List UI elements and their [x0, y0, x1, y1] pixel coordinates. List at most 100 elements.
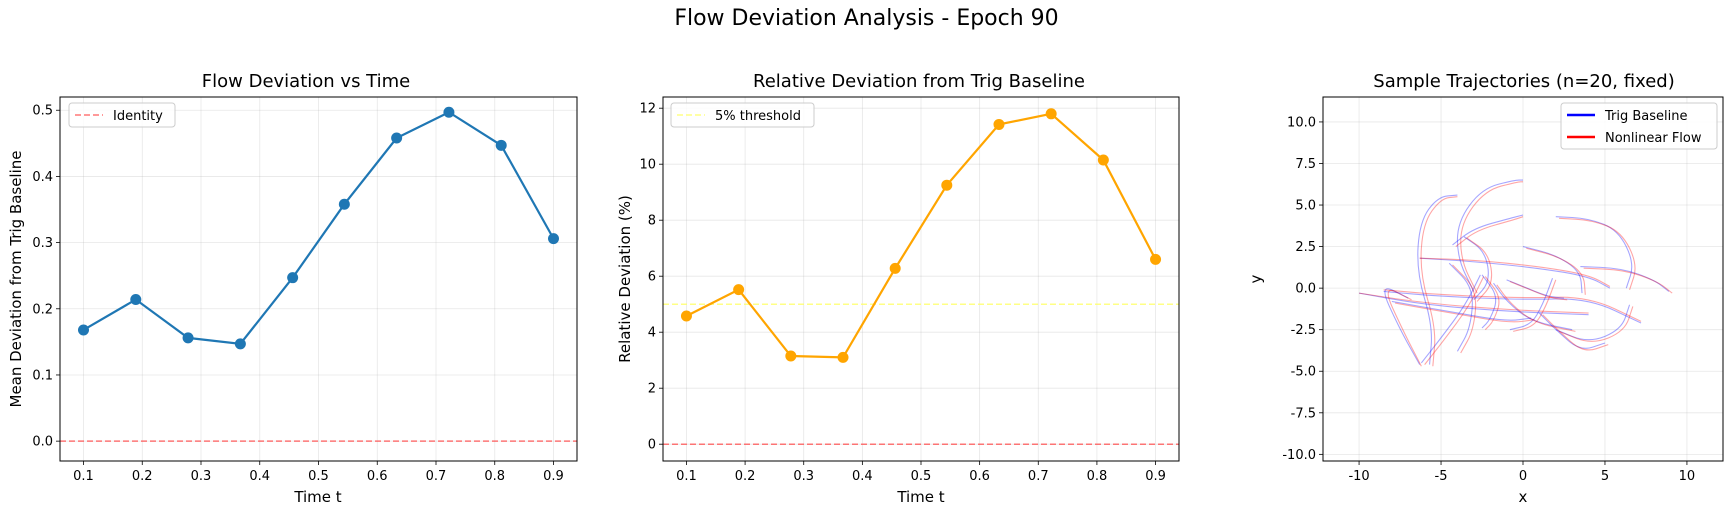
panel-2-data-point-3: [837, 351, 849, 363]
panel-1-ytick-label-4: 0.4: [32, 170, 53, 185]
panel-1-axes-frame: [59, 96, 578, 462]
panel-1-data-point-9: [548, 233, 559, 245]
trajectory-13-trig: [1522, 246, 1583, 294]
panel-1-grid: [60, 97, 577, 461]
panel-2-legend-threshold-label: 5% threshold: [715, 109, 801, 124]
panel-1-legend-box: [68, 102, 176, 128]
trajectory-8-trig: [1463, 236, 1489, 301]
trajectory-6-flow: [1460, 181, 1523, 294]
panel-3-legend: Trig Baseline Nonlinear Flow: [1560, 102, 1718, 150]
panel-2-data-point-5: [941, 179, 953, 191]
panel-2-xlabel: Time t: [896, 488, 944, 506]
trajectory-4-flow: [1424, 276, 1485, 365]
trajectory-10-flow: [1484, 276, 1500, 331]
panel-1-data-point-3: [234, 338, 246, 350]
panel-2-data-point-9: [1150, 253, 1162, 265]
trajectory-2-flow: [1383, 289, 1642, 322]
trajectory-11-flow: [1509, 280, 1568, 301]
panel-1-xtick-label-3: 0.4: [249, 469, 270, 484]
panel-1-data-point-1: [130, 294, 142, 306]
panel-1-xtick-label-5: 0.6: [367, 469, 388, 484]
trajectory-18-trig: [1580, 265, 1670, 292]
panel-1-xtick-label-1: 0.2: [132, 469, 153, 484]
panel-2-data-point-7: [1045, 108, 1057, 120]
panel-3-trajectories: [1358, 179, 1673, 367]
panel-1-ytick-label-0: 0.0: [32, 435, 53, 450]
panel-3-ytick-label-1: -7.5: [1291, 406, 1316, 421]
panel-2-xtick-label-8: 0.9: [1145, 469, 1166, 484]
trajectory-12-flow: [1496, 284, 1576, 332]
trajectory-16-flow: [1558, 306, 1634, 342]
panel-2-ytick-label-1: 2: [648, 382, 656, 397]
trajectory-8-flow: [1466, 237, 1493, 302]
chart-panel-2: Relative Deviation from Trig Baseline 0.…: [616, 71, 1180, 506]
panel-1-data-point-8: [495, 139, 507, 151]
trajectory-5-flow: [1420, 196, 1458, 367]
trajectory-2-trig: [1383, 290, 1642, 324]
trajectory-9-flow: [1452, 264, 1477, 354]
panel-1-data-point-6: [391, 132, 403, 144]
panel-2-ytick-label-2: 4: [648, 326, 656, 341]
panel-3-ticks: -10 -5 0 5 10 -10.0 -7.5 -5.0 -2.5 0.0 2.5 5.0 7.5 10…: [1282, 115, 1695, 484]
trajectory-5-trig: [1417, 194, 1458, 365]
panel-2-xtick-label-7: 0.8: [1087, 469, 1108, 484]
panel-3-ytick-label-6: 5.0: [1295, 199, 1316, 214]
panel-2-xtick-label-3: 0.4: [852, 469, 873, 484]
panel-1-xtick-label-6: 0.7: [426, 469, 447, 484]
panel-2-ylabel: Relative Deviation (%): [616, 195, 634, 363]
panel-2-xtick-label-5: 0.6: [969, 469, 990, 484]
trajectory-0-trig: [1358, 292, 1589, 316]
panel-2-title: Relative Deviation from Trig Baseline: [753, 71, 1085, 92]
panel-2-ytick-label-5: 10: [639, 158, 656, 173]
trajectory-15-trig: [1555, 216, 1633, 289]
panel-2-ticks: 0.1 0.2 0.3 0.4 0.5 0.6 0.7 0.8 0.9 0 2 4 6 8 10 12: [639, 102, 1165, 484]
panel-3-xlabel: x: [1519, 488, 1528, 506]
panel-2-data-point-2: [785, 350, 797, 362]
panel-2-ytick-label-6: 12: [639, 102, 656, 117]
panel-2-series: [680, 108, 1162, 363]
panel-1-xtick-label-0: 0.1: [73, 469, 94, 484]
trajectory-10-trig: [1481, 274, 1497, 329]
panel-3-title: Sample Trajectories (n=20, fixed): [1373, 71, 1674, 92]
panel-2-legend-box: [670, 102, 815, 128]
panel-2-data-point-0: [680, 310, 692, 322]
trajectory-1-trig: [1419, 257, 1611, 289]
panel-3-ylabel: y: [1247, 274, 1265, 283]
trajectory-7-trig: [1452, 214, 1524, 246]
panel-3-ytick-label-4: 0.0: [1295, 282, 1316, 297]
panel-3-ytick-label-8: 10.0: [1287, 115, 1316, 130]
panel-2-data-point-6: [993, 118, 1005, 130]
panel-1-legend: Identity: [68, 102, 176, 128]
trajectory-19-flow: [1395, 302, 1535, 323]
panel-1-title: Flow Deviation vs Time: [202, 71, 410, 92]
panel-1-ytick-label-1: 0.1: [32, 368, 53, 383]
panel-1-series: [78, 106, 559, 350]
panel-3-legend-box: [1560, 102, 1718, 150]
panel-1-xlabel: Time t: [293, 488, 341, 506]
panel-3-xtick-label-4: 10: [1679, 469, 1696, 484]
panel-1-xtick-label-7: 0.8: [484, 469, 505, 484]
panel-1-data-point-7: [443, 106, 455, 118]
panel-3-xtick-label-1: -5: [1435, 469, 1448, 484]
panel-1-series-line-0: [82, 110, 555, 346]
panel-1-ticks: 0.1 0.2 0.3 0.4 0.5 0.6 0.7 0.8 0.9 0.0 0.1 0.2 0.3 0…: [32, 104, 564, 484]
panel-2-legend: 5% threshold: [670, 102, 815, 128]
panel-1-xtick-label-2: 0.3: [191, 469, 212, 484]
panel-1-legend-identity-label: Identity: [113, 109, 163, 124]
panel-3-ytick-label-2: -5.0: [1291, 365, 1316, 380]
panel-2-ytick-label-0: 0: [648, 438, 656, 453]
trajectory-18-flow: [1583, 267, 1673, 294]
panel-3-legend-nonlinear-label: Nonlinear Flow: [1605, 131, 1702, 146]
panel-2-xtick-label-2: 0.3: [793, 469, 814, 484]
panel-3-ytick-label-5: 2.5: [1295, 240, 1316, 255]
panel-2-grid: [663, 97, 1179, 461]
panel-2-xtick-label-6: 0.7: [1028, 469, 1049, 484]
trajectory-12-trig: [1493, 282, 1573, 331]
panel-3-legend-trig-label: Trig Baseline: [1604, 109, 1688, 124]
trajectory-16-trig: [1555, 304, 1631, 341]
trajectory-17-trig: [1538, 312, 1606, 349]
panel-2-data-point-8: [1097, 154, 1109, 166]
panel-2-axes-frame: [662, 96, 1180, 462]
panel-3-axes-frame: [1322, 96, 1724, 462]
